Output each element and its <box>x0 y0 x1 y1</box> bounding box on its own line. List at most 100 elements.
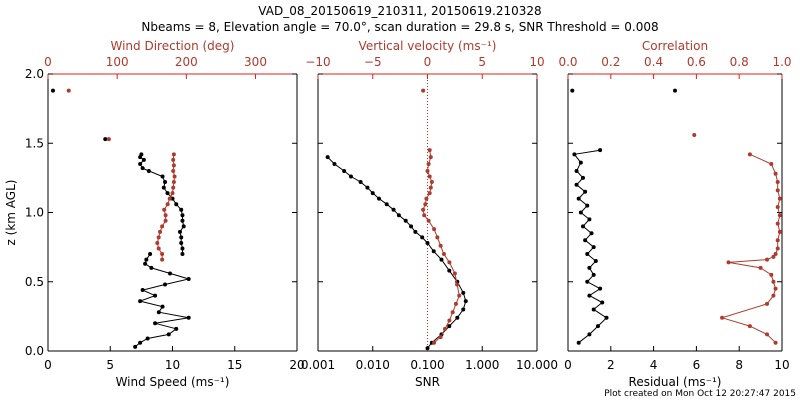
data-point <box>426 162 431 167</box>
data-point <box>163 282 168 287</box>
data-point <box>587 293 592 298</box>
top-tick-label: −5 <box>364 55 382 69</box>
plot-created-footer: Plot created on Mon Oct 12 20:27:47 2015 <box>604 389 796 399</box>
data-point <box>163 213 168 218</box>
data-point <box>413 229 418 234</box>
data-point <box>160 257 165 262</box>
data-point <box>391 207 396 212</box>
bottom-tick-label: 15 <box>227 358 242 372</box>
data-point <box>365 185 370 190</box>
top-tick-label: 0.4 <box>644 55 663 69</box>
data-point <box>376 196 381 201</box>
data-point <box>773 171 778 176</box>
top-tick-label: 300 <box>244 55 267 69</box>
y-axis-label: z (km AGL) <box>4 180 18 246</box>
y-tick-label: 1.0 <box>25 206 44 220</box>
data-point <box>572 152 577 157</box>
data-point <box>162 207 167 212</box>
bottom-tick-label: 8 <box>735 358 743 372</box>
data-point <box>138 299 143 304</box>
data-point <box>138 162 143 167</box>
data-point <box>720 315 725 320</box>
data-point <box>426 218 431 223</box>
data-point <box>580 175 585 180</box>
bottom-tick-label: 5 <box>106 358 114 372</box>
data-point <box>174 326 179 331</box>
data-point <box>726 260 731 265</box>
figure-title: VAD_08_20150619_210311, 20150619.210328 <box>258 4 541 18</box>
data-point <box>461 307 466 312</box>
data-point <box>163 180 168 185</box>
data-point <box>447 318 452 323</box>
data-point <box>435 235 440 240</box>
top-tick-label: 200 <box>175 55 198 69</box>
data-point <box>591 272 596 277</box>
data-point <box>358 180 363 185</box>
data-point <box>423 202 428 207</box>
top-tick-label: 0.8 <box>730 55 749 69</box>
data-point <box>591 307 596 312</box>
data-point <box>106 137 111 142</box>
data-point <box>174 202 179 207</box>
data-point <box>144 257 149 262</box>
top-tick-label: 5 <box>478 55 486 69</box>
data-point <box>427 174 432 179</box>
data-point <box>447 268 452 273</box>
data-point <box>775 246 780 251</box>
bottom-tick-label: 10.000 <box>516 358 558 372</box>
data-point <box>403 218 408 223</box>
data-point <box>186 315 191 320</box>
data-point <box>452 271 457 276</box>
data-point <box>771 293 776 298</box>
data-point <box>160 304 165 309</box>
data-point <box>775 204 780 209</box>
data-point <box>66 88 71 93</box>
data-point <box>396 213 401 218</box>
bottom-tick-label: 0.100 <box>410 358 444 372</box>
data-point <box>600 300 605 305</box>
bottom-tick-label: 10 <box>165 358 180 372</box>
data-point <box>587 332 592 337</box>
bottom-tick-label: 1.000 <box>465 358 499 372</box>
data-point <box>179 207 184 212</box>
top-tick-label: 0 <box>44 55 52 69</box>
data-point <box>583 238 588 243</box>
data-point <box>777 213 782 218</box>
data-point <box>585 203 590 208</box>
data-point <box>447 260 452 265</box>
data-point <box>673 88 677 93</box>
data-point <box>153 321 158 326</box>
top-tick-label: −10 <box>305 55 330 69</box>
bottom-tick-label: 6 <box>693 358 701 372</box>
data-point <box>161 185 166 190</box>
data-point <box>425 240 430 245</box>
data-point <box>422 213 427 218</box>
data-point <box>447 324 452 329</box>
data-point <box>765 332 770 337</box>
data-point <box>180 246 185 251</box>
data-point <box>163 218 168 223</box>
data-point <box>771 254 776 259</box>
data-point <box>165 202 170 207</box>
data-point <box>160 224 165 229</box>
bottom-tick-label: 10 <box>774 358 789 372</box>
data-point <box>50 88 55 93</box>
data-point <box>583 189 588 194</box>
data-point <box>171 157 176 162</box>
data-point <box>428 185 433 190</box>
data-point <box>421 88 426 93</box>
top-tick-label: 0.2 <box>601 55 620 69</box>
bottom-tick-label: 0.010 <box>356 358 390 372</box>
data-point <box>149 265 154 270</box>
data-point <box>424 196 429 201</box>
y-tick-label: 0.0 <box>25 344 44 358</box>
data-point <box>429 180 434 185</box>
data-point <box>158 229 163 234</box>
bottom-tick-label: 2 <box>607 358 615 372</box>
data-point <box>773 252 778 257</box>
data-point <box>180 252 185 257</box>
data-point <box>420 235 425 240</box>
data-point <box>773 340 778 345</box>
data-point <box>171 163 176 168</box>
